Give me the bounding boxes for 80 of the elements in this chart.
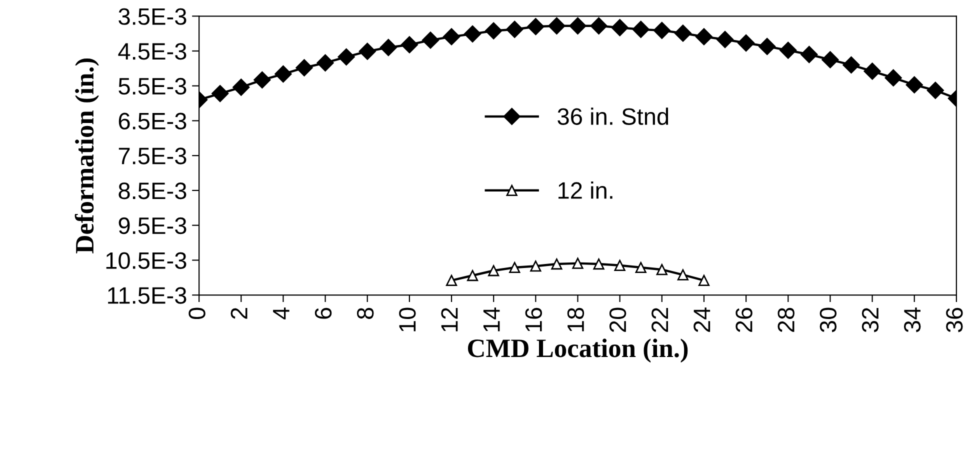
point [716,30,734,48]
x-tick-label: 2 [230,308,248,319]
point [884,69,902,86]
point [822,51,839,68]
y-tick-label: 9.5E-3 [118,217,186,234]
point [464,25,482,42]
point [738,34,755,52]
x-tick-label: 24 [694,308,710,332]
x-tick-label: 26 [736,308,752,332]
x-tick-label: 0 [188,308,206,320]
x-tick-label: 8 [356,308,374,319]
point [338,48,355,66]
point [422,32,440,49]
point [466,270,478,282]
x-tick-label: 32 [862,308,879,332]
point [485,22,502,40]
x-tick-label: 4 [273,308,290,320]
point [864,62,881,80]
y-axis-title: Deformation (in.) [74,58,100,254]
x-axis-title: CMD Location (in.) [468,338,688,363]
point [656,264,668,276]
point [695,28,713,46]
point [632,20,650,38]
point [611,19,628,36]
point [232,78,250,96]
legend-label: 12 in. [558,182,612,199]
point [400,36,418,54]
point [926,82,944,99]
point [800,46,818,64]
point [569,17,586,34]
y-tick-label: 5.5E-3 [118,78,186,95]
point [380,38,397,56]
x-tick-label: 16 [525,308,542,332]
x-tick-label: 22 [652,308,668,332]
x-tick-label: 14 [483,308,500,332]
point [442,28,460,46]
point [316,54,334,72]
point [551,258,562,270]
point [548,17,566,34]
x-tick-label: 6 [314,308,332,319]
y-tick-label: 7.5E-3 [118,148,186,164]
point [212,84,229,102]
point [698,274,710,286]
point [758,38,776,56]
x-tick-label: 28 [778,308,794,332]
point [677,269,688,280]
point [509,262,520,274]
x-tick-label: 12 [441,308,458,332]
point [296,59,313,76]
point [527,18,544,36]
point [488,265,500,276]
x-tick-label: 10 [399,308,416,332]
point [358,42,376,60]
point [635,262,646,274]
y-tick-label: 3.5E-3 [118,8,186,25]
x-tick-label: 36 [946,308,963,332]
x-tick-label: 30 [820,308,837,332]
point [254,71,271,88]
point [590,17,608,34]
legend-label: 36 in. Stnd [558,108,668,125]
y-tick-label: 11.5E-3 [108,287,186,304]
point [674,24,692,42]
point [572,258,584,269]
y-tick-label: 10.5E-3 [106,252,186,269]
x-tick-label: 18 [567,308,584,332]
point [593,258,604,270]
point [842,56,860,74]
x-tick-label: 34 [904,308,921,332]
x-tick-label: 20 [609,308,626,332]
point [274,65,292,83]
y-tick-label: 8.5E-3 [118,182,186,200]
point [530,260,542,272]
point [906,76,923,94]
point [614,260,626,271]
point [506,20,524,38]
y-tick-label: 4.5E-3 [118,43,186,60]
y-tick-label: 6.5E-3 [118,112,186,130]
point [780,42,797,59]
point [653,22,670,39]
point [446,274,458,286]
